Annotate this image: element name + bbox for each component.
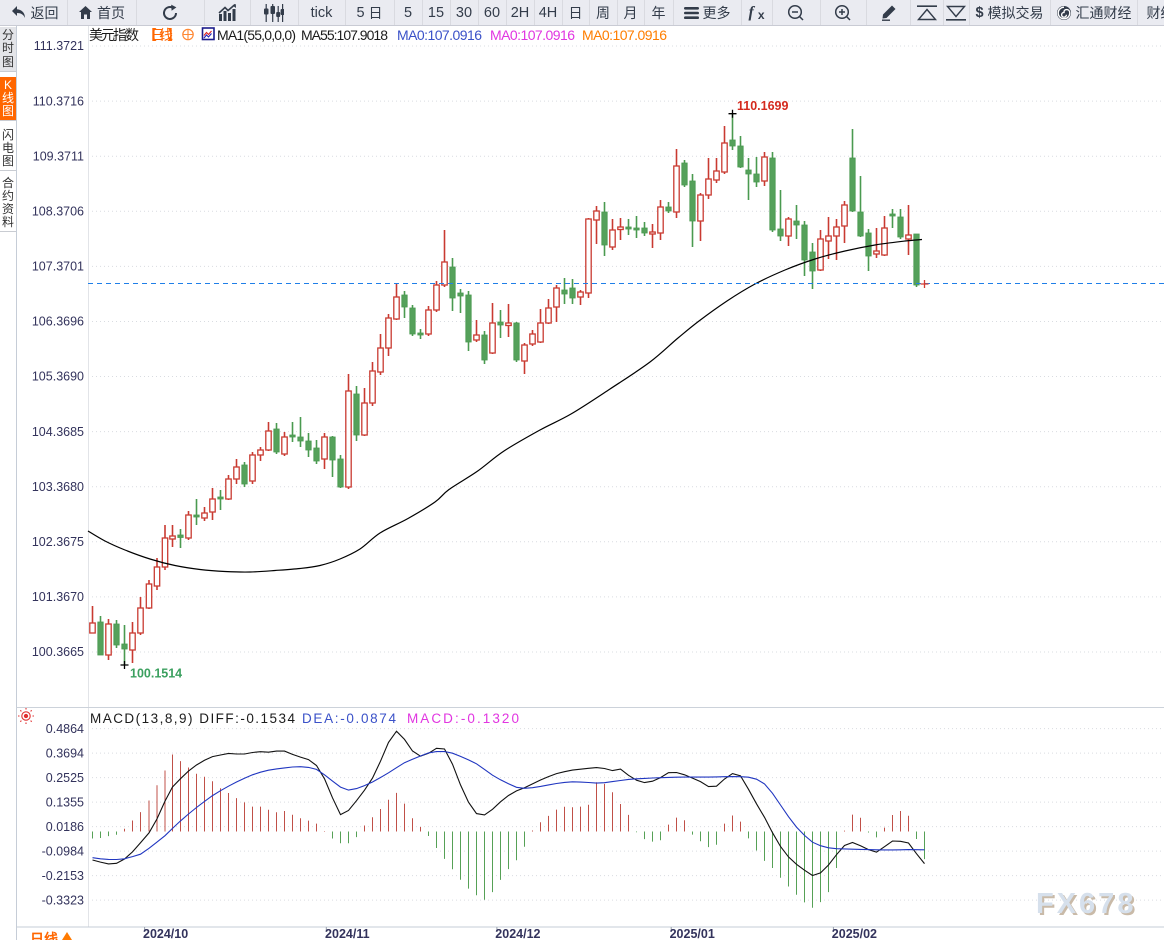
svg-text:MA0:107.0916: MA0:107.0916 [490,27,575,43]
svg-text:日线: 日线 [30,931,58,940]
svg-text:0.2525: 0.2525 [46,771,84,785]
svg-text:101.3670: 101.3670 [32,590,84,604]
svg-text:2024/10: 2024/10 [143,927,188,940]
svg-text:108.3706: 108.3706 [32,205,84,219]
svg-text:2025/02: 2025/02 [832,927,877,940]
svg-text:103.3680: 103.3680 [32,480,84,494]
svg-text:-0.2153: -0.2153 [42,869,84,883]
svg-text:102.3675: 102.3675 [32,535,84,549]
svg-text:MA1(55,0,0,0): MA1(55,0,0,0) [217,27,296,43]
svg-text:0.0186: 0.0186 [46,820,84,834]
svg-text:107.3701: 107.3701 [32,260,84,274]
svg-text:MACD(13,8,9) DIFF:-0.1534: MACD(13,8,9) DIFF:-0.1534 [90,711,295,726]
svg-text:0.4864: 0.4864 [46,722,84,736]
svg-text:100.3665: 100.3665 [32,645,84,659]
svg-text:111.3721: 111.3721 [34,39,84,53]
svg-text:110.3716: 110.3716 [33,94,84,108]
svg-text:110.1699: 110.1699 [737,99,788,113]
svg-text:100.1514: 100.1514 [130,667,182,681]
svg-text:美元指数: 美元指数 [89,27,139,43]
svg-text:2024/12: 2024/12 [495,927,540,940]
svg-text:【日线】: 【日线】 [143,27,181,43]
svg-text:FX678: FX678 [1036,888,1136,920]
svg-text:2024/11: 2024/11 [325,927,370,940]
svg-text:109.3711: 109.3711 [33,149,84,163]
svg-text:0.3694: 0.3694 [46,746,84,760]
svg-text:105.3690: 105.3690 [32,370,84,384]
svg-text:MA55:107.9018: MA55:107.9018 [301,27,388,43]
svg-text:MA0:107.0916: MA0:107.0916 [397,27,482,43]
svg-text:MACD:-0.1320: MACD:-0.1320 [407,711,519,726]
svg-text:106.3696: 106.3696 [32,315,84,329]
svg-text:104.3685: 104.3685 [32,425,84,439]
svg-text:-0.3323: -0.3323 [42,893,84,907]
svg-text:MA0:107.0916: MA0:107.0916 [582,27,667,43]
svg-text:2025/01: 2025/01 [670,927,715,940]
svg-text:0.1355: 0.1355 [46,795,84,809]
svg-text:-0.0984: -0.0984 [42,844,84,858]
svg-text:DEA:-0.0874: DEA:-0.0874 [302,711,396,726]
